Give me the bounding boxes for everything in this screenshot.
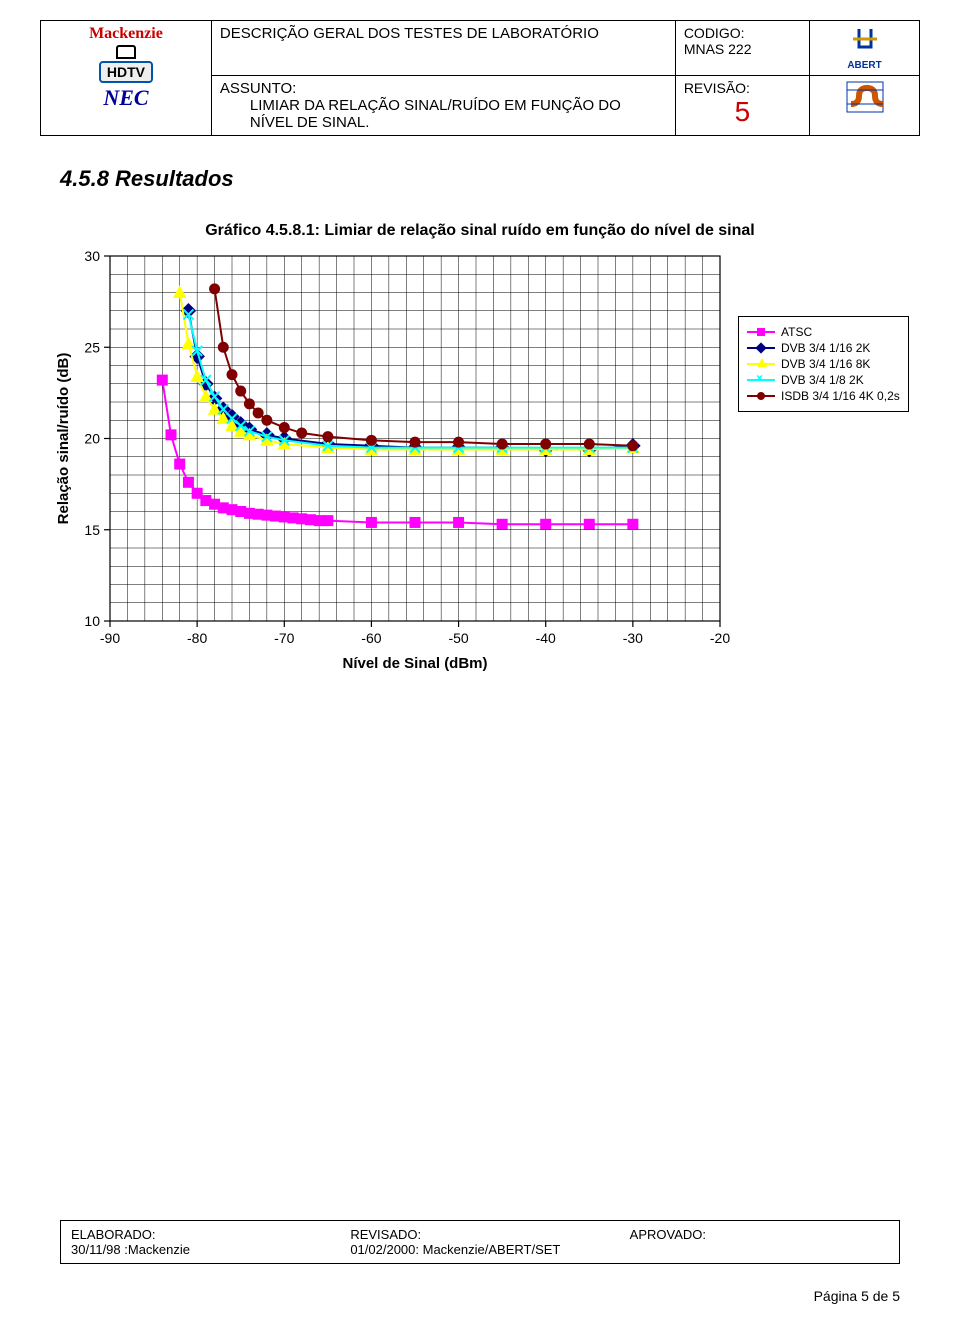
legend-label: DVB 3/4 1/16 8K	[781, 357, 870, 371]
svg-text:-50: -50	[448, 630, 468, 646]
legend-label: ATSC	[781, 325, 812, 339]
revisado-label: REVISADO:	[350, 1227, 609, 1242]
svg-text:25: 25	[84, 339, 100, 355]
revisao-value: 5	[684, 96, 801, 128]
abert-icon	[849, 25, 881, 57]
legend-label: ISDB 3/4 1/16 4K 0,2s	[781, 389, 900, 403]
legend-item: DVB 3/4 1/16 8K	[747, 357, 900, 371]
legend-item: DVB 3/4 1/16 2K	[747, 341, 900, 355]
chart-plot: -90 -80 -70 -60 -50 -40 -30 -20 10 15 20 25 30 Nível …	[50, 246, 730, 676]
chart-legend: ATSC DVB 3/4 1/16 2K DVB 3/4 1/16 8K ×DVB 3…	[738, 316, 909, 412]
nec-logo: NEC	[49, 85, 203, 111]
svg-text:-90: -90	[100, 630, 120, 646]
svg-text:-40: -40	[536, 630, 556, 646]
page-number: Página 5 de 5	[814, 1288, 900, 1304]
header-table: Mackenzie HDTV NEC DESCRIÇÃO GERAL DOS T…	[40, 20, 920, 136]
svg-text:Relação sinal/ruído (dB): Relação sinal/ruído (dB)	[55, 353, 72, 525]
legend-item: ATSC	[747, 325, 900, 339]
elaborado-value: 30/11/98 :Mackenzie	[71, 1242, 330, 1257]
section-title: 4.5.8 Resultados	[60, 166, 920, 192]
set-icon	[845, 80, 885, 114]
svg-text:-30: -30	[623, 630, 643, 646]
abert-text: ABERT	[818, 60, 911, 71]
set-logo-cell	[810, 76, 920, 136]
assunto-label: ASSUNTO:	[220, 80, 667, 97]
codigo-label: CODIGO:	[684, 25, 801, 41]
aprovado-label: APROVADO:	[630, 1227, 889, 1242]
assunto-cell: ASSUNTO: LIMIAR DA RELAÇÃO SINAL/RUÍDO E…	[211, 76, 675, 136]
svg-text:-60: -60	[361, 630, 381, 646]
descricao-text: DESCRIÇÃO GERAL DOS TESTES DE LABORATÓRI…	[220, 25, 599, 42]
legend-item: ISDB 3/4 1/16 4K 0,2s	[747, 389, 900, 403]
revisao-label: REVISÃO:	[684, 80, 801, 96]
codigo-cell: CODIGO: MNAS 222	[675, 21, 809, 76]
left-logo-cell: Mackenzie HDTV NEC	[41, 21, 212, 136]
revisao-cell: REVISÃO: 5	[675, 76, 809, 136]
chart-title: Gráfico 4.5.8.1: Limiar de relação sinal…	[40, 222, 920, 240]
svg-text:15: 15	[84, 522, 100, 538]
svg-text:20: 20	[84, 431, 100, 447]
svg-text:30: 30	[84, 248, 100, 264]
abert-logo-cell: ABERT	[810, 21, 920, 76]
codigo-value: MNAS 222	[684, 41, 801, 57]
mackenzie-logo: Mackenzie	[49, 25, 203, 43]
legend-item: ×DVB 3/4 1/8 2K	[747, 373, 900, 387]
svg-text:-20: -20	[710, 630, 730, 646]
revisado-cell: REVISADO: 01/02/2000: Mackenzie/ABERT/SE…	[340, 1221, 619, 1263]
legend-label: DVB 3/4 1/8 2K	[781, 373, 864, 387]
revisado-value: 01/02/2000: Mackenzie/ABERT/SET	[350, 1242, 609, 1257]
svg-text:Nível de Sinal (dBm): Nível de Sinal (dBm)	[342, 655, 487, 672]
footer-box: ELABORADO: 30/11/98 :Mackenzie REVISADO:…	[60, 1220, 900, 1264]
svg-text:-70: -70	[274, 630, 294, 646]
elaborado-label: ELABORADO:	[71, 1227, 330, 1242]
svg-text:10: 10	[84, 613, 100, 629]
legend-label: DVB 3/4 1/16 2K	[781, 341, 870, 355]
svg-text:-80: -80	[187, 630, 207, 646]
hdtv-logo: HDTV	[99, 61, 153, 83]
assunto-text: LIMIAR DA RELAÇÃO SINAL/RUÍDO EM FUNÇÃO …	[220, 97, 667, 131]
elaborado-cell: ELABORADO: 30/11/98 :Mackenzie	[61, 1221, 340, 1263]
aprovado-cell: APROVADO:	[620, 1221, 899, 1263]
descricao-cell: DESCRIÇÃO GERAL DOS TESTES DE LABORATÓRI…	[211, 21, 675, 76]
